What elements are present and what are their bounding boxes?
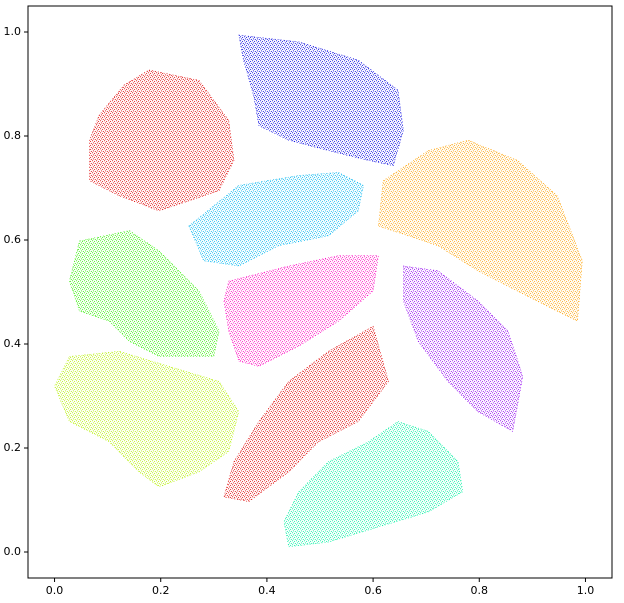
y-tick-label: 0.4 [4,337,22,350]
x-tick-label: 0.0 [46,584,64,597]
x-tick-label: 0.8 [471,584,489,597]
x-tick-label: 1.0 [577,584,595,597]
x-tick-label: 0.4 [258,584,276,597]
y-tick-label: 0.6 [4,233,22,246]
cluster [69,230,220,357]
y-tick-label: 0.0 [4,545,22,558]
cluster [238,34,404,166]
x-tick-label: 0.6 [364,584,382,597]
cluster [403,265,524,432]
cluster [223,255,379,367]
x-tick-label: 0.2 [152,584,170,597]
cluster [378,139,583,322]
cluster [283,421,464,548]
y-tick-label: 1.0 [4,25,22,38]
cluster [223,325,389,502]
cluster [89,69,235,212]
y-tick-label: 0.8 [4,129,22,142]
cluster [54,350,240,488]
y-tick-label: 0.2 [4,441,22,454]
cluster [188,172,364,267]
plot-frame [27,5,613,579]
